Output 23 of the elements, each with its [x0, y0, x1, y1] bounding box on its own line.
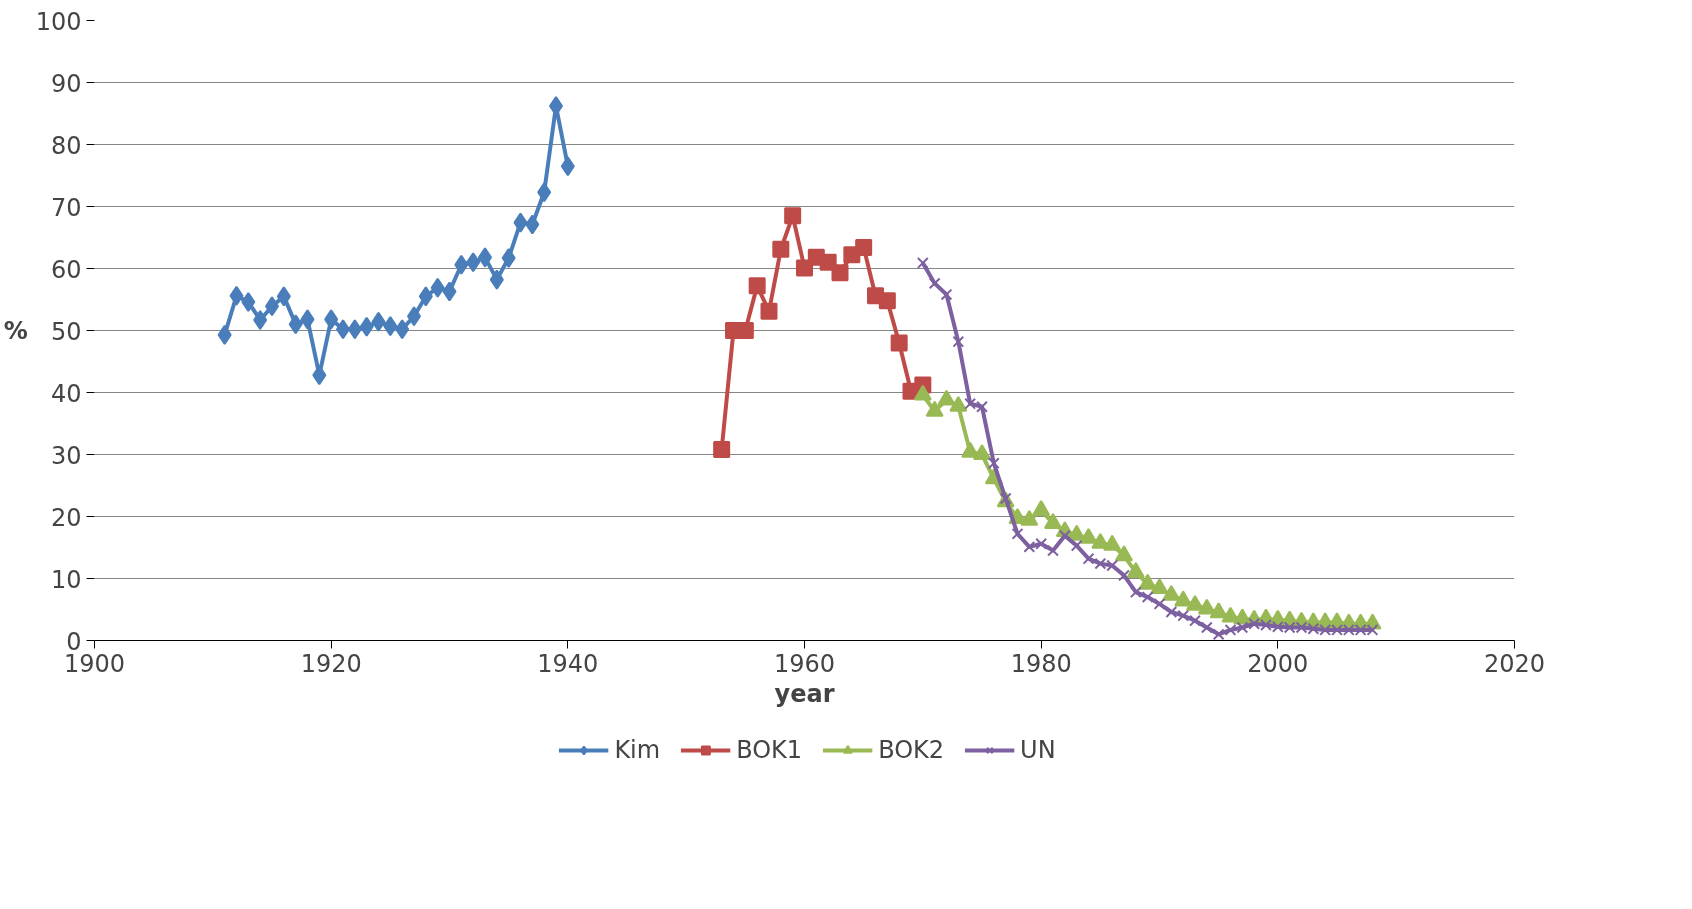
x-tick-label: 1980 — [1010, 649, 1072, 678]
x-tick-label: 2000 — [1247, 649, 1309, 678]
y-tick-label: 40 — [50, 379, 82, 408]
x-tick-label: 1960 — [773, 649, 836, 678]
x-tick-label: 1940 — [537, 649, 599, 678]
legend-label: BOK1 — [736, 736, 803, 764]
y-axis-title: % — [3, 316, 28, 345]
x-tick-label: 1920 — [300, 649, 362, 678]
y-tick-label: 10 — [50, 565, 82, 594]
y-tick-label: 20 — [50, 503, 82, 532]
y-tick-label: 70 — [50, 193, 82, 222]
y-tick-label: 80 — [50, 131, 82, 160]
legend-label: Kim — [614, 736, 661, 764]
x-axis-title: year — [774, 679, 835, 708]
x-tick-label: 1900 — [63, 649, 126, 678]
legend-label: BOK2 — [878, 736, 945, 764]
x-tick-label: 2020 — [1483, 649, 1546, 678]
y-tick-label: 100 — [35, 7, 82, 36]
y-tick-label: 90 — [50, 69, 82, 98]
y-tick-label: 60 — [50, 255, 82, 284]
legend-label: UN — [1020, 736, 1056, 764]
y-tick-label: 50 — [50, 317, 82, 346]
y-tick-label: 30 — [50, 441, 82, 470]
